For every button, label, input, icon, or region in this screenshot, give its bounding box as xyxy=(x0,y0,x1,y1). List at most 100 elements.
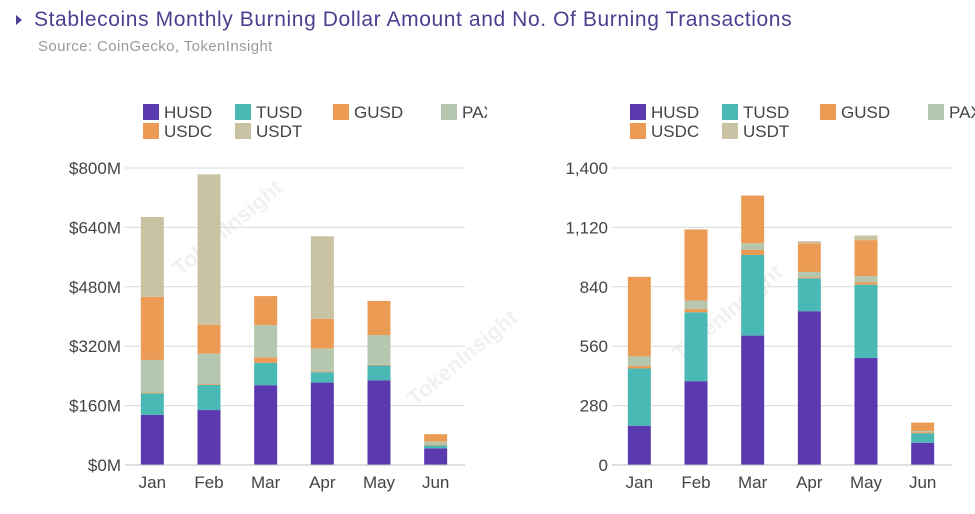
transactions-legend-label-pax: PAX xyxy=(949,103,975,122)
amount-legend-swatch-gusd xyxy=(333,104,349,120)
transactions-legend-label-usdt: USDT xyxy=(743,122,789,141)
amount-bar-feb-husd xyxy=(197,410,221,465)
transactions-bar-may-gusd xyxy=(854,282,878,285)
transactions-bar-mar-tusd xyxy=(741,254,765,336)
transactions-ytick-label: 1,400 xyxy=(565,159,608,178)
transactions-bar-may-pax xyxy=(854,276,878,283)
amount-legend-swatch-husd xyxy=(143,104,159,120)
transactions-xtick-label-apr: Apr xyxy=(796,473,823,492)
amount-xtick-label-may: May xyxy=(363,473,396,492)
transactions-bar-jun-tusd xyxy=(911,433,935,443)
transactions-legend-item-husd: HUSD xyxy=(630,103,699,122)
transactions-legend-label-husd: HUSD xyxy=(651,103,699,122)
transactions-xtick-label-may: May xyxy=(850,473,883,492)
amount-ytick-label: $160M xyxy=(69,397,121,416)
transactions-ytick-label: 840 xyxy=(580,278,608,297)
amount-bar-mar-husd xyxy=(254,385,278,465)
transactions-bar-may-usdc xyxy=(854,240,878,277)
transactions-legend-label-gusd: GUSD xyxy=(841,103,890,122)
amount-bar-jun-tusd xyxy=(424,445,448,449)
transactions-bar-apr-pax xyxy=(797,271,821,278)
transactions-bar-feb-pax xyxy=(684,300,708,310)
amount-bar-apr-pax xyxy=(310,348,334,372)
transactions-legend-swatch-husd xyxy=(630,104,646,120)
amount-xtick-label-mar: Mar xyxy=(251,473,281,492)
amount-bar-may-tusd xyxy=(367,365,391,381)
amount-legend-item-pax: PAX xyxy=(441,103,487,122)
amount-bar-may-usdc xyxy=(367,300,391,336)
transactions-bar-mar-pax xyxy=(741,243,765,250)
amount-bar-jun-usdc xyxy=(424,434,448,442)
amount-legend-item-husd: HUSD xyxy=(143,103,212,122)
amount-ytick-label: $320M xyxy=(69,337,121,356)
amount-bar-jan-usdt xyxy=(140,217,164,297)
chart-source: Source: CoinGecko, TokenInsight xyxy=(38,38,273,55)
amount-legend-label-usdt: USDT xyxy=(256,122,302,141)
transactions-bar-jun-gusd xyxy=(911,432,935,434)
amount-bar-jan-husd xyxy=(140,414,164,465)
transactions-legend-label-usdc: USDC xyxy=(651,122,699,141)
amount-bar-jan-tusd xyxy=(140,393,164,415)
transactions-bar-feb-usdc xyxy=(684,229,708,301)
transactions-xtick-label-jun: Jun xyxy=(909,473,936,492)
transactions-ytick-label: 280 xyxy=(580,397,608,416)
amount-legend-label-gusd: GUSD xyxy=(354,103,403,122)
transactions-bar-may-tusd xyxy=(854,284,878,358)
chart-burning-transactions: HUSD TUSD GUSD PAX USDC USDT 0 280 560 840 1,120 1,… xyxy=(565,103,975,492)
amount-legend-label-pax: PAX xyxy=(462,103,487,122)
amount-bar-mar-gusd xyxy=(254,357,278,363)
amount-bar-mar-usdc xyxy=(254,296,278,326)
amount-bar-feb-gusd xyxy=(197,384,221,385)
title-row: Stablecoins Monthly Burning Dollar Amoun… xyxy=(16,8,956,32)
amount-legend-item-usdt: USDT xyxy=(235,122,302,141)
transactions-bar-feb-gusd xyxy=(684,309,708,313)
transactions-bar-mar-gusd xyxy=(741,249,765,255)
transactions-xtick-label-mar: Mar xyxy=(738,473,768,492)
transactions-legend-item-pax: PAX xyxy=(928,103,975,122)
amount-ytick-label: $480M xyxy=(69,278,121,297)
transactions-bar-may-husd xyxy=(854,357,878,465)
amount-bar-jan-usdc xyxy=(140,296,164,360)
amount-bar-jun-gusd xyxy=(424,444,448,446)
amount-bar-may-pax xyxy=(367,335,391,365)
amount-xtick-label-jun: Jun xyxy=(422,473,449,492)
amount-bar-apr-husd xyxy=(310,382,334,465)
transactions-legend-item-usdc: USDC xyxy=(630,122,699,141)
transactions-legend-swatch-usdc xyxy=(630,123,646,139)
amount-xtick-label-apr: Apr xyxy=(309,473,336,492)
transactions-bar-mar-husd xyxy=(741,335,765,465)
amount-legend-item-usdc: USDC xyxy=(143,122,212,141)
chart-burning-amount: HUSD TUSD GUSD PAX USDC USDT $0M $160M $320M $480… xyxy=(69,103,487,492)
transactions-bar-jun-husd xyxy=(911,442,935,465)
transactions-legend-swatch-gusd xyxy=(820,104,836,120)
transactions-ytick-label: 560 xyxy=(580,337,608,356)
amount-legend-swatch-usdc xyxy=(143,123,159,139)
amount-ytick-label: $800M xyxy=(69,159,121,178)
amount-bar-apr-usdt xyxy=(310,236,334,319)
chart-header: Stablecoins Monthly Burning Dollar Amoun… xyxy=(16,8,956,55)
amount-bar-feb-usdt xyxy=(197,174,221,325)
transactions-bar-apr-usdc xyxy=(797,243,821,272)
amount-bar-feb-pax xyxy=(197,353,221,385)
amount-bar-feb-tusd xyxy=(197,384,221,411)
transactions-bar-jan-tusd xyxy=(627,368,651,426)
amount-legend-label-usdc: USDC xyxy=(164,122,212,141)
amount-legend-swatch-pax xyxy=(441,104,457,120)
amount-legend-item-tusd: TUSD xyxy=(235,103,302,122)
transactions-legend-item-tusd: TUSD xyxy=(722,103,789,122)
amount-bar-may-husd xyxy=(367,380,391,465)
amount-legend-item-gusd: GUSD xyxy=(333,103,403,122)
transactions-bar-may-usdt xyxy=(854,235,878,241)
transactions-legend-swatch-usdt xyxy=(722,123,738,139)
transactions-bar-mar-usdc xyxy=(741,195,765,244)
amount-bar-jan-gusd xyxy=(140,392,164,394)
transactions-bar-jun-usdc xyxy=(911,422,935,432)
transactions-legend-item-usdt: USDT xyxy=(722,122,789,141)
transactions-xtick-label-feb: Feb xyxy=(681,473,710,492)
amount-legend-label-tusd: TUSD xyxy=(256,103,302,122)
amount-bar-jan-pax xyxy=(140,359,164,393)
transactions-bar-feb-husd xyxy=(684,381,708,465)
amount-legend-swatch-usdt xyxy=(235,123,251,139)
amount-xtick-label-feb: Feb xyxy=(194,473,223,492)
amount-legend-swatch-tusd xyxy=(235,104,251,120)
